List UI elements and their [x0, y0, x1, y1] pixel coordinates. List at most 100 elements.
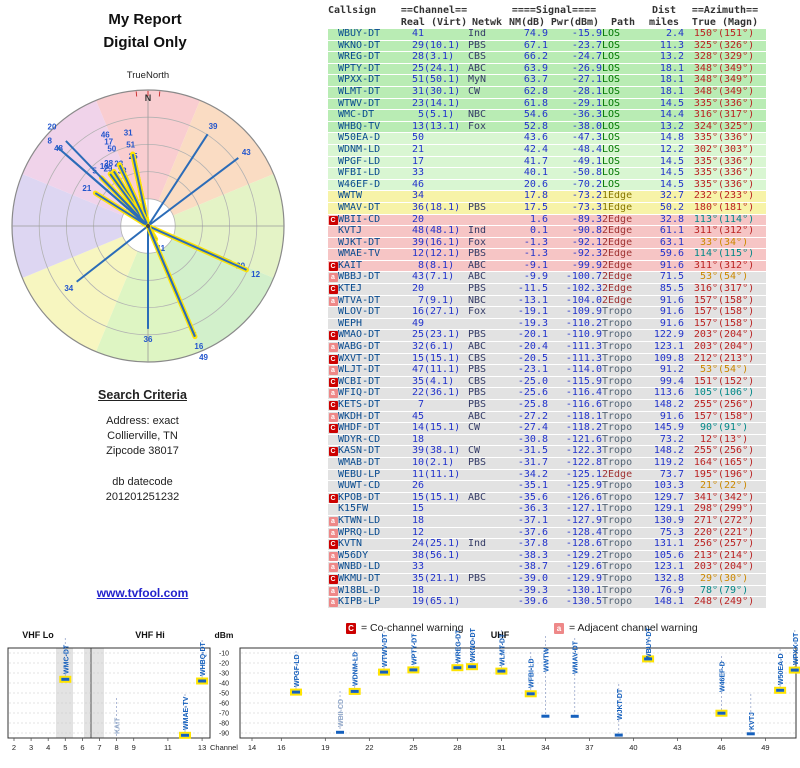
cell-callsign[interactable]: WBUY-DT — [338, 29, 400, 40]
cell-callsign[interactable]: WHBQ-TV — [338, 121, 400, 133]
cell-callsign[interactable]: KETS-DT — [338, 400, 400, 411]
cell-nm-db: -25.0 — [506, 376, 548, 388]
cell-callsign[interactable]: KAIT — [338, 260, 400, 272]
cell-callsign[interactable]: WMAO-DT — [338, 330, 400, 342]
cell-nm-db: -31.5 — [506, 446, 548, 457]
cell-network: PBS — [468, 388, 506, 399]
polar-spoke — [56, 146, 149, 227]
cell-callsign[interactable]: WUWT-CD — [338, 481, 400, 492]
cell-virtual-channel — [424, 481, 468, 492]
cell-callsign[interactable]: KTWN-LD — [338, 515, 400, 527]
cell-callsign[interactable]: WNBD-LD — [338, 562, 400, 573]
dbm-tick-label: -40 — [219, 681, 229, 688]
cell-callsign[interactable]: WPTY-DT — [338, 63, 400, 75]
cell-callsign[interactable]: WPXX-DT — [338, 75, 400, 86]
cell-callsign[interactable]: W18BL-D — [338, 585, 400, 597]
cell-callsign[interactable]: KASN-DT — [338, 446, 400, 457]
cell-callsign[interactable]: WXVT-DT — [338, 353, 400, 365]
cell-warning — [328, 86, 338, 98]
table-row: WEPH 49 -19.3 -110.2 Tropo 91.6 157° (158°) — [328, 318, 766, 330]
cell-callsign[interactable]: WMAB-DT — [338, 457, 400, 469]
cell-callsign[interactable]: KPOB-DT — [338, 492, 400, 504]
cell-callsign[interactable]: W56DY — [338, 550, 400, 562]
cell-callsign[interactable]: WABG-DT — [338, 342, 400, 353]
cell-virtual-channel: (24.1) — [424, 63, 468, 75]
cell-network — [468, 469, 506, 481]
cell-azimuth-true: 271° — [684, 515, 718, 527]
cell-azimuth-true: 311° — [684, 260, 718, 272]
cell-callsign[interactable]: KVTN — [338, 539, 400, 550]
tvfool-link[interactable]: www.tvfool.com — [96, 586, 189, 600]
cell-callsign[interactable]: K15FW — [338, 504, 400, 515]
cell-callsign[interactable]: WFIQ-DT — [338, 388, 400, 399]
cell-callsign[interactable]: WDYR-CD — [338, 434, 400, 446]
cell-callsign[interactable]: WTWV-DT — [338, 98, 400, 110]
cell-callsign[interactable]: W46EF-D — [338, 179, 400, 191]
cell-callsign[interactable]: WKDH-DT — [338, 411, 400, 423]
channel-tick-label: 13 — [198, 743, 206, 752]
channel-tick-label: 34 — [541, 743, 549, 752]
cell-callsign[interactable]: WEBU-LP — [338, 469, 400, 481]
cell-callsign[interactable]: KTEJ — [338, 284, 400, 295]
cell-callsign[interactable]: WJKT-DT — [338, 237, 400, 249]
cell-callsign[interactable]: WMAV-DT — [338, 202, 400, 214]
cell-callsign[interactable]: WFBI-LD — [338, 168, 400, 179]
table-row: a WLJT-DT 47 (11.1) PBS -23.1 -114.0 Tropo 91.2 5… — [328, 365, 766, 376]
cell-network: ABC — [468, 260, 506, 272]
polar-spoke — [147, 225, 196, 338]
cell-path: 2Edge — [602, 237, 644, 249]
cell-azimuth-true: 53° — [684, 272, 718, 284]
cell-virtual-channel: (5.1) — [424, 110, 468, 121]
cell-dist-miles: 50.2 — [644, 202, 684, 214]
table-row: a W56DY 38 (56.1) -38.3 -129.2 Tropo 105.6 213°(… — [328, 550, 766, 562]
station-label: WMC-DT — [63, 644, 70, 674]
station-label: W46EF-D — [719, 661, 726, 692]
cell-dist-miles: 129.7 — [644, 492, 684, 504]
cell-callsign[interactable]: WREG-DT — [338, 52, 400, 63]
cell-callsign[interactable]: W50EA-D — [338, 133, 400, 144]
cell-callsign[interactable]: WKNO-DT — [338, 40, 400, 52]
cell-callsign[interactable]: WBBJ-DT — [338, 272, 400, 284]
cell-dist-miles: 14.5 — [644, 156, 684, 168]
cell-nm-db: -1.3 — [506, 249, 548, 260]
cell-azimuth-true: 213° — [684, 550, 718, 562]
cell-virtual-channel — [424, 214, 468, 226]
cell-dist-miles: 71.5 — [644, 272, 684, 284]
cell-callsign[interactable]: WEPH — [338, 318, 400, 330]
cell-callsign[interactable]: WLMT-DT — [338, 86, 400, 98]
cell-callsign[interactable]: WMAE-TV — [338, 249, 400, 260]
cell-dist-miles: 91.6 — [644, 411, 684, 423]
cell-callsign[interactable]: WCBI-DT — [338, 376, 400, 388]
cell-azimuth-true: 203° — [684, 330, 718, 342]
cell-dist-miles: 131.1 — [644, 539, 684, 550]
cell-callsign[interactable]: KIPB-LP — [338, 597, 400, 608]
cell-warning: a — [328, 550, 338, 562]
cell-azimuth-true: 220° — [684, 527, 718, 539]
cell-real-channel: 33 — [400, 168, 424, 179]
cell-azimuth-true: 203° — [684, 342, 718, 353]
cell-azimuth-magn: (317°) — [718, 110, 766, 121]
header-path: Path — [610, 17, 636, 28]
channel-tick-label: 6 — [80, 743, 84, 752]
cell-callsign[interactable]: WHDF-DT — [338, 423, 400, 434]
cell-callsign[interactable]: WWTW — [338, 191, 400, 202]
cell-callsign[interactable]: KVTJ — [338, 226, 400, 237]
cell-callsign[interactable]: WPRQ-LD — [338, 527, 400, 539]
cell-callsign[interactable]: WTVA-DT — [338, 295, 400, 307]
cell-callsign[interactable]: WLJT-DT — [338, 365, 400, 376]
cell-callsign[interactable]: WKMU-DT — [338, 573, 400, 585]
cell-path: 2Edge — [602, 469, 644, 481]
cell-network: PBS — [468, 365, 506, 376]
station-label: WMAV-DT — [573, 640, 580, 674]
cell-pwr-dbm: -15.9 — [548, 29, 602, 40]
cell-callsign[interactable]: WDNM-LD — [338, 144, 400, 156]
cell-callsign[interactable]: WPGF-LD — [338, 156, 400, 168]
table-row: C WBII-CD 20 1.6 -89.3 2Edge 32.8 113° (114°) — [328, 214, 766, 226]
cell-pwr-dbm: -125.9 — [548, 481, 602, 492]
signal-cap — [526, 692, 535, 696]
table-row: WLOV-DT 16 (27.1) Fox -19.1 -109.9 Tropo 91.6 15… — [328, 307, 766, 318]
cell-azimuth-magn: (325°) — [718, 121, 766, 133]
cell-callsign[interactable]: WLOV-DT — [338, 307, 400, 318]
cell-callsign[interactable]: WBII-CD — [338, 214, 400, 226]
cell-callsign[interactable]: WMC-DT — [338, 110, 400, 121]
